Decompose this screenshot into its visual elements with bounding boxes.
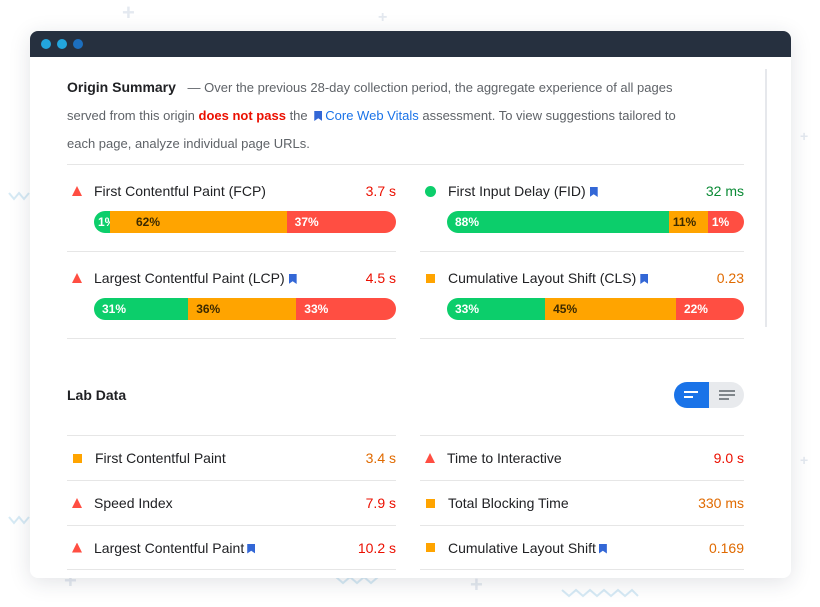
average-square-icon xyxy=(426,498,435,508)
plus-decoration-icon: + xyxy=(470,572,483,597)
bookmark-icon xyxy=(640,274,649,284)
metric-value: 330 ms xyxy=(698,495,744,511)
warning-triangle-icon xyxy=(72,542,82,553)
average-square-icon xyxy=(73,453,82,463)
wave-decoration-icon xyxy=(8,515,30,525)
metric-name: Speed Index xyxy=(94,495,173,511)
warning-triangle-icon xyxy=(72,498,82,508)
bookmark-icon xyxy=(589,187,598,197)
metric-name: Cumulative Layout Shift (CLS) xyxy=(448,270,637,286)
average-segment: 36% xyxy=(188,298,297,320)
good-segment: 1% xyxy=(94,211,110,233)
lab-metric-cls: Cumulative Layout Shift 0.169 xyxy=(420,525,744,570)
window-minimize-dot[interactable] xyxy=(57,39,67,49)
assessment-verdict: does not pass xyxy=(198,108,286,123)
report-content: Origin Summary — Over the previous 28-da… xyxy=(67,57,744,570)
origin-summary-text: — Over the previous 28-day collection pe… xyxy=(67,80,673,123)
distribution-bar: 88% 11% 1% xyxy=(447,211,744,233)
poor-segment: 1% xyxy=(707,211,744,233)
window-maximize-dot[interactable] xyxy=(73,39,83,49)
lab-data-title: Lab Data xyxy=(67,387,127,403)
lab-metric-lcp: Largest Contentful Paint 10.2 s xyxy=(67,525,396,570)
good-segment: 31% xyxy=(94,298,189,320)
origin-summary: Origin Summary — Over the previous 28-da… xyxy=(67,73,707,158)
metric-cls: Cumulative Layout Shift (CLS) 0.23 33% 4… xyxy=(420,252,744,339)
origin-summary-text: assessment. To view suggestions tailored… xyxy=(67,108,676,151)
average-segment: 45% xyxy=(545,298,676,320)
metric-value: 4.5 s xyxy=(365,270,396,286)
average-square-icon xyxy=(426,273,435,283)
metric-name: First Contentful Paint xyxy=(95,450,226,466)
average-segment: 11% xyxy=(668,211,708,233)
wave-decoration-icon xyxy=(335,575,379,585)
scrollbar[interactable] xyxy=(765,69,767,327)
metric-name: First Contentful Paint (FCP) xyxy=(94,183,266,199)
lab-metric-tbt: Total Blocking Time 330 ms xyxy=(420,480,744,525)
metric-value: 7.9 s xyxy=(365,495,396,511)
metric-fid: First Input Delay (FID) 32 ms 88% 11% 1% xyxy=(420,165,744,252)
distribution-bar: 33% 45% 22% xyxy=(447,298,744,320)
origin-summary-text: the xyxy=(289,108,308,123)
good-segment: 33% xyxy=(447,298,546,320)
wave-decoration-icon xyxy=(561,588,639,598)
window-titlebar xyxy=(30,31,791,57)
metric-value: 32 ms xyxy=(705,183,744,199)
metric-value: 3.7 s xyxy=(365,183,396,199)
metric-value: 3.4 s xyxy=(365,450,396,466)
metric-name: Largest Contentful Paint xyxy=(94,539,245,556)
distribution-bar: 1% 62% 37% xyxy=(94,211,396,233)
metric-lcp: Largest Contentful Paint (LCP) 4.5 s 31%… xyxy=(67,252,396,339)
lab-metric-tti: Time to Interactive 9.0 s xyxy=(420,435,744,480)
field-metrics-grid: First Contentful Paint (FCP) 3.7 s 1% 62… xyxy=(67,164,744,339)
plus-decoration-icon: + xyxy=(122,0,135,25)
average-segment-spacer xyxy=(110,211,128,233)
origin-summary-title: Origin Summary xyxy=(67,79,176,95)
metric-name: Total Blocking Time xyxy=(448,495,569,511)
plus-decoration-icon: + xyxy=(800,452,809,468)
browser-window: Origin Summary — Over the previous 28-da… xyxy=(30,31,791,578)
average-square-icon xyxy=(426,543,435,552)
window-close-dot[interactable] xyxy=(41,39,51,49)
detail-view-icon[interactable] xyxy=(709,382,744,408)
metric-name: First Input Delay (FID) xyxy=(448,183,586,199)
poor-segment: 22% xyxy=(675,298,744,320)
plus-decoration-icon: + xyxy=(800,128,809,144)
list-view-icon[interactable] xyxy=(674,382,709,408)
wave-decoration-icon xyxy=(8,191,30,201)
lab-metric-speed-index: Speed Index 7.9 s xyxy=(67,480,396,525)
lab-metrics-grid: First Contentful Paint 3.4 s Time to Int… xyxy=(67,435,744,570)
metric-name: Time to Interactive xyxy=(447,450,562,466)
good-segment: 88% xyxy=(447,211,669,233)
metric-fcp: First Contentful Paint (FCP) 3.7 s 1% 62… xyxy=(67,165,396,252)
bookmark-icon xyxy=(247,543,256,554)
pass-circle-icon xyxy=(425,185,436,197)
lab-metric-fcp: First Contentful Paint 3.4 s xyxy=(67,435,396,480)
plus-decoration-icon: + xyxy=(378,9,388,26)
bookmark-icon xyxy=(598,543,607,554)
bookmark-icon xyxy=(288,274,297,284)
metric-value: 9.0 s xyxy=(713,450,744,466)
view-toggle xyxy=(674,382,744,408)
distribution-bar: 31% 36% 33% xyxy=(94,298,396,320)
metric-value: 0.23 xyxy=(716,270,744,286)
core-web-vitals-link[interactable]: Core Web Vitals xyxy=(325,108,419,123)
average-segment: 62% xyxy=(128,211,287,233)
bookmark-icon xyxy=(314,111,323,121)
warning-triangle-icon xyxy=(72,273,82,283)
poor-segment: 33% xyxy=(296,298,396,320)
metric-value: 10.2 s xyxy=(357,539,396,556)
lab-data-header: Lab Data xyxy=(67,381,744,409)
metric-name: Largest Contentful Paint (LCP) xyxy=(94,270,285,286)
warning-triangle-icon xyxy=(425,453,435,463)
metric-value: 0.169 xyxy=(708,539,744,556)
poor-segment: 37% xyxy=(286,211,396,233)
warning-triangle-icon xyxy=(72,186,82,196)
metric-name: Cumulative Layout Shift xyxy=(448,539,596,556)
